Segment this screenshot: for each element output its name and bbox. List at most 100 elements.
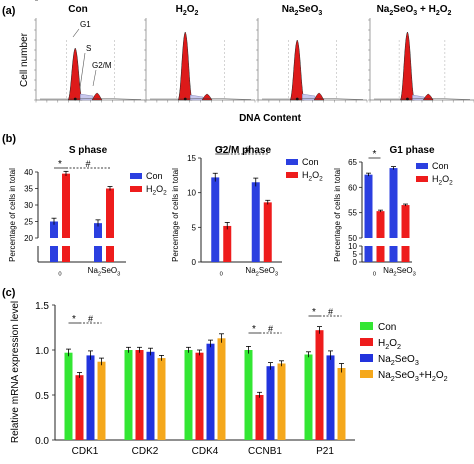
bar-base [94, 246, 102, 262]
sig-hash: # [88, 314, 93, 324]
panel-label-b: (b) [2, 133, 16, 145]
bar [106, 188, 114, 238]
hist-title-combo: Na2SeO3 + H2O2 [377, 4, 452, 17]
y-tick-label: 1.0 [35, 346, 49, 357]
legend-swatch [416, 176, 428, 182]
sig-hash: # [268, 324, 273, 334]
y-tick-label: 1.5 [35, 301, 49, 312]
sig-star: * [312, 307, 316, 318]
s-phase-area [412, 94, 425, 101]
hist-marker [73, 97, 77, 101]
hist-outline [150, 98, 252, 100]
legend-swatch [416, 163, 428, 169]
hist-outline [374, 98, 471, 100]
y-tick-label: 0 [353, 258, 358, 267]
histogram-0 [34, 18, 146, 103]
bar [211, 177, 220, 262]
bar [251, 182, 260, 262]
g1-peak [289, 39, 305, 101]
category-label: 0 [373, 271, 376, 277]
s-phase-area [80, 93, 94, 101]
bar [217, 338, 226, 440]
hist-title-h2o2: H2O2 [176, 4, 199, 17]
g1-peak [177, 31, 193, 101]
category-label: 0 [220, 271, 223, 277]
bar [244, 350, 253, 440]
bar [315, 330, 324, 440]
s-phase-area [190, 94, 204, 101]
legend-swatch [130, 186, 142, 192]
sig-star: * [72, 314, 76, 325]
category-label: CDK1 [72, 446, 99, 457]
g2m-peak [91, 92, 103, 101]
y-tick-label: 10 [348, 242, 357, 251]
panel-a-xlabel: DNA Content [239, 113, 302, 124]
y-tick-label: 10 [187, 189, 196, 198]
g2m-peak [313, 92, 325, 101]
y-tick-label: 40 [24, 168, 33, 177]
hist-outline [40, 98, 142, 100]
chart-mrna-ylabel: Relative mRNA expression level [10, 301, 21, 443]
panel-a-flow-cytometry: Cell number DNA Content Con H2O2 Na2SeO3… [19, 4, 474, 124]
bar [401, 205, 410, 238]
bar-base [62, 246, 70, 262]
hist-title-con: Con [68, 4, 87, 15]
y-tick-label: 65 [348, 158, 357, 167]
chart-s-ylabel: Percentage of cells in total [8, 168, 17, 262]
panel-label-c: (c) [2, 287, 16, 299]
sig-hash: # [85, 159, 90, 169]
chart-g1-title: G1 phase [389, 145, 434, 156]
category-label: P21 [316, 446, 334, 457]
panel-a-ylabel: Cell number [19, 32, 30, 87]
y-tick-label: 25 [24, 218, 33, 227]
bar [184, 350, 193, 440]
g1-peak [67, 47, 83, 101]
sig-hash: # [245, 145, 250, 155]
legend-label: Con [302, 157, 319, 167]
sig-star: * [219, 145, 223, 156]
y-tick-label: 15 [187, 154, 196, 163]
legend-label: Con [146, 171, 163, 181]
bar-base [50, 246, 58, 262]
g2m-peak [422, 93, 434, 101]
bar [376, 211, 385, 238]
g1-peak [400, 31, 415, 101]
bar-base [389, 246, 398, 262]
y-tick-label: 35 [24, 185, 33, 194]
legend-label: Con [378, 322, 396, 333]
category-label: Na2SeO3 [88, 266, 121, 277]
legend-swatch [360, 370, 373, 378]
y-tick-label: 30 [24, 201, 33, 210]
y-tick-label: 0 [192, 258, 197, 267]
legend-swatch [360, 338, 373, 346]
histogram-1 [144, 18, 256, 103]
bar [266, 366, 275, 440]
category-label: 0 [58, 271, 61, 277]
panel-label-a: (a) [2, 5, 16, 17]
y-tick-label: 5 [192, 223, 197, 232]
s-phase-area [302, 93, 316, 101]
label-g1: G1 [80, 20, 91, 29]
bar-base [106, 246, 114, 262]
bar [223, 225, 232, 262]
histogram-3 [368, 18, 474, 103]
bar [263, 202, 272, 262]
hist-marker [183, 97, 187, 101]
bar [97, 361, 106, 440]
legend-label: Na2SeO3+H2O2 [378, 370, 448, 383]
chart-g2m-title: G2/M phase [215, 145, 272, 156]
bar-base [376, 246, 385, 262]
category-label: CCNB1 [248, 446, 282, 457]
legend-swatch [130, 173, 142, 179]
bar [389, 168, 398, 238]
sig-star: * [58, 159, 62, 170]
bar [62, 173, 70, 238]
legend-swatch [286, 159, 298, 165]
legend-label: H2O2 [146, 184, 167, 197]
bar [94, 223, 102, 238]
legend-swatch [360, 322, 373, 330]
category-label: Na2SeO3 [245, 266, 278, 277]
y-tick-label: 5 [353, 250, 358, 259]
bar-base [364, 246, 373, 262]
